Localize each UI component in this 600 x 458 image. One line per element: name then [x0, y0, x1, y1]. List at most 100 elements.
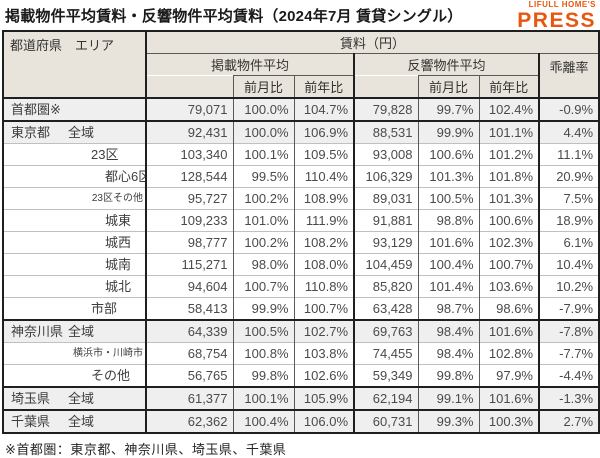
listed-yoy: 102.7% [293, 319, 354, 343]
area-label: 全域 [68, 391, 95, 406]
divergence-rate: 18.9% [537, 209, 600, 232]
listed-yoy: 103.8% [293, 342, 354, 365]
area-cell: 城西 [2, 231, 147, 254]
listed-yoy: 110.4% [293, 165, 354, 188]
area-label: 全域 [68, 324, 95, 339]
col-header-listed-value-spacer [145, 75, 234, 99]
area-label: 城西 [105, 235, 132, 250]
area-label: 城東 [105, 213, 132, 228]
listed-avg-rent: 62,362 [145, 409, 233, 433]
listed-avg-rent: 56,765 [145, 364, 233, 387]
table-row: 城東 109,233 101.0% 111.9% 91,881 98.8% 100.6% 18… [2, 209, 600, 232]
inquiry-yoy: 101.3% [478, 187, 539, 210]
listed-mom: 101.0% [232, 209, 294, 232]
divergence-rate: -4.4% [537, 364, 600, 387]
page-title: 掲載物件平均賃料・反響物件平均賃料（2024年7月 賃貸シングル） [5, 8, 463, 25]
listed-avg-rent: 61,377 [145, 386, 233, 410]
table-row: 埼玉県 全域 61,377 100.1% 105.9% 62,194 99.1% 101.6%… [2, 386, 600, 410]
listed-mom: 100.2% [232, 187, 294, 210]
inquiry-mom: 98.4% [417, 342, 479, 365]
area-cell: 首都圏※ [2, 97, 147, 121]
listed-mom: 98.0% [232, 253, 294, 276]
divergence-rate: 6.1% [537, 231, 600, 254]
listed-mom: 99.5% [232, 165, 294, 188]
listed-mom: 100.7% [232, 275, 294, 298]
prefecture-label: 埼玉県 [11, 391, 51, 406]
divergence-rate: 10.4% [537, 253, 600, 276]
table-row: 城北 94,604 100.7% 110.8% 85,820 101.4% 103.6% 10… [2, 275, 600, 298]
listed-avg-rent: 98,777 [145, 231, 233, 254]
area-cell: 城南 [2, 253, 147, 276]
divergence-rate: -0.9% [537, 97, 600, 121]
divergence-rate: 4.4% [537, 120, 600, 144]
divergence-rate: -7.9% [537, 297, 600, 320]
area-label: 全域 [68, 125, 95, 140]
inquiry-avg-rent: 91,881 [353, 209, 418, 232]
inquiry-mom: 101.4% [417, 275, 479, 298]
inquiry-yoy: 100.6% [478, 209, 539, 232]
area-label: 23区その他 [91, 193, 143, 204]
inquiry-mom: 100.4% [417, 253, 479, 276]
inquiry-avg-rent: 93,129 [353, 231, 418, 254]
inquiry-mom: 99.9% [417, 120, 479, 144]
listed-mom: 100.4% [232, 409, 294, 433]
listed-yoy: 105.9% [293, 386, 354, 410]
inquiry-yoy: 100.7% [478, 253, 539, 276]
inquiry-yoy: 101.6% [478, 319, 539, 343]
listed-avg-rent: 92,431 [145, 120, 233, 144]
listed-yoy: 102.6% [293, 364, 354, 387]
listed-mom: 100.8% [232, 342, 294, 365]
area-label: 市部 [91, 301, 118, 316]
listed-yoy: 106.9% [293, 120, 354, 144]
table-row: 都心6区128,54499.5%110.4%106,329101.3%101.8… [2, 165, 600, 188]
footnote: ※首都圏：東京都、神奈川県、埼玉県、千葉県 [5, 442, 287, 457]
listed-avg-rent: 95,727 [145, 187, 233, 210]
listed-mom: 100.5% [232, 319, 294, 343]
table-row: 東京都 全域 92,431 100.0% 106.9% 88,531 99.9% 101.1%… [2, 120, 600, 144]
table-row: 首都圏※ 79,071 100.0% 104.7% 79,828 99.7% 102.4% -… [2, 97, 600, 121]
inquiry-avg-rent: 62,194 [353, 386, 418, 410]
table-row: 横浜市・川崎市 68,754 100.8% 103.8% 74,455 98.4% 102.… [2, 342, 600, 365]
inquiry-mom: 101.3% [417, 165, 479, 188]
prefecture-label: 千葉県 [11, 414, 51, 429]
lifull-homes-press-logo: LIFULL HOME'S PRESS [517, 0, 596, 32]
listed-avg-rent: 64,339 [145, 319, 233, 343]
inquiry-yoy: 101.6% [478, 386, 539, 410]
inquiry-avg-rent: 93,008 [353, 143, 418, 166]
col-header-listed-mom: 前月比 [232, 75, 295, 99]
col-header-listed-average: 掲載物件平均 [145, 53, 355, 76]
area-label: 城北 [105, 279, 132, 294]
inquiry-yoy: 101.1% [478, 120, 539, 144]
inquiry-mom: 98.7% [417, 297, 479, 320]
col-header-listed-yoy: 前年比 [293, 75, 355, 99]
inquiry-avg-rent: 88,531 [353, 120, 418, 144]
listed-avg-rent: 94,604 [145, 275, 233, 298]
area-label: 横浜市・川崎市 [73, 348, 143, 359]
listed-yoy: 106.0% [293, 409, 354, 433]
inquiry-yoy: 97.9% [478, 364, 539, 387]
header-row-1: 都道府県 エリア 賃料（円） [2, 30, 600, 99]
inquiry-avg-rent: 69,763 [353, 319, 418, 343]
area-cell: 都心6区 [2, 165, 147, 188]
col-header-rent-yen: 賃料（円） [145, 30, 600, 54]
inquiry-yoy: 98.6% [478, 297, 539, 320]
inquiry-mom: 99.7% [417, 97, 479, 121]
area-cell: 埼玉県 全域 [2, 386, 147, 410]
logo-top-text: LIFULL HOME'S [528, 0, 596, 9]
table-row: 23区その他 95,727 100.2% 108.9% 89,031 100.5% 101.… [2, 187, 600, 210]
inquiry-yoy: 102.3% [478, 231, 539, 254]
table-row: 市部 58,413 99.9% 100.7% 63,428 98.7% 98.6% -7.9% [2, 297, 600, 320]
area-cell: 東京都 全域 [2, 120, 147, 144]
col-header-inquiry-value-spacer [353, 75, 419, 99]
listed-yoy: 108.0% [293, 253, 354, 276]
listed-yoy: 109.5% [293, 143, 354, 166]
listed-yoy: 100.7% [293, 297, 354, 320]
listed-avg-rent: 128,544 [145, 165, 233, 188]
table-row: 城西 98,777 100.2% 108.2% 93,129 101.6% 102.3% 6.… [2, 231, 600, 254]
col-header-inquiry-average: 反響物件平均 [353, 53, 540, 76]
listed-yoy: 104.7% [293, 97, 354, 121]
area-cell: 横浜市・川崎市 [2, 342, 147, 365]
divergence-rate: -1.3% [537, 386, 600, 410]
inquiry-mom: 98.8% [417, 209, 479, 232]
listed-mom: 100.1% [232, 386, 294, 410]
